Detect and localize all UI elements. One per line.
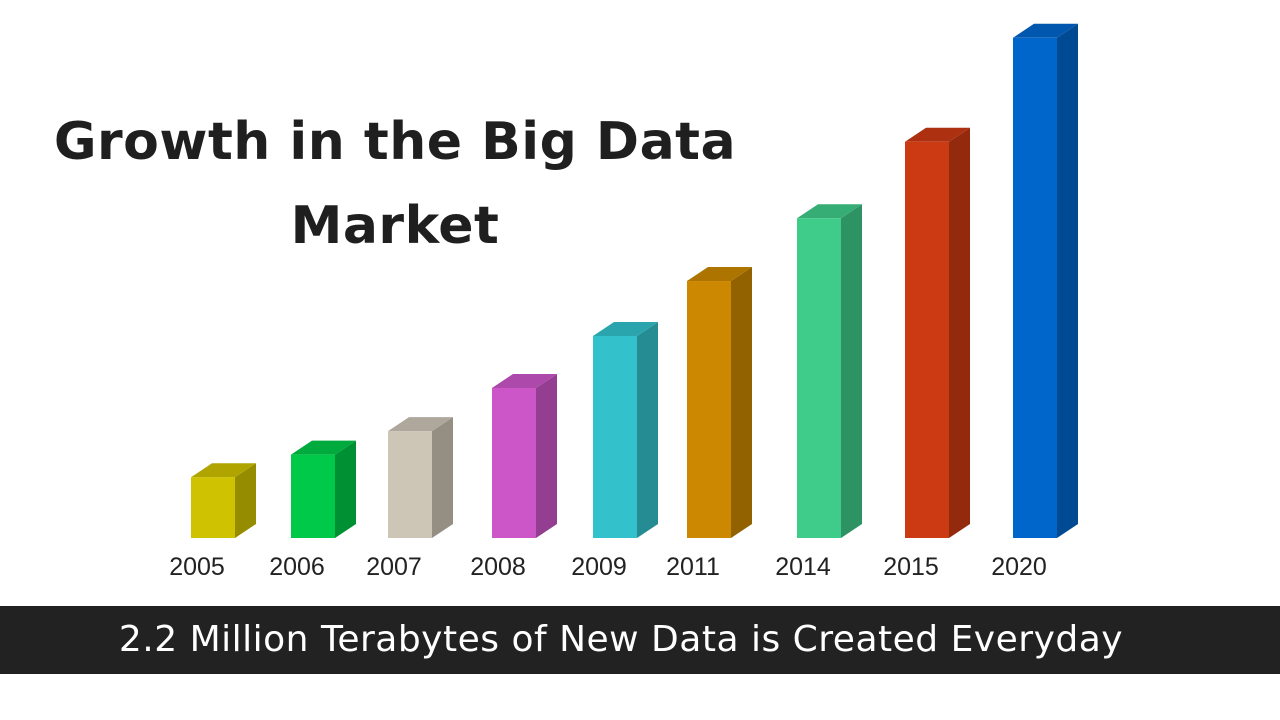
bar-side-2014 — [841, 204, 862, 538]
x-tick-label: 2009 — [571, 553, 627, 581]
bar-top-2009 — [593, 321, 658, 336]
bar-2007 — [388, 417, 453, 538]
bar-2009 — [593, 321, 658, 538]
bottom-banner: 2.2 Million Terabytes of New Data is Cre… — [0, 606, 1280, 674]
x-tick-label: 2008 — [470, 553, 526, 581]
bar-front-2011 — [687, 281, 731, 538]
chart-title-line-2: Market — [290, 196, 500, 256]
bar-2014 — [797, 204, 862, 538]
bar-side-2011 — [731, 267, 752, 538]
bar-front-2007 — [388, 431, 432, 538]
chart-title-line-1: Growth in the Big Data — [53, 112, 737, 172]
x-tick-label: 2020 — [991, 553, 1047, 581]
x-tick-label: 2006 — [269, 553, 325, 581]
x-tick-label: 2011 — [666, 553, 720, 581]
x-axis-tick-labels: 2005 2006 2007 2008 2009 2011 2014 2015 2020 — [169, 553, 1047, 581]
bar-front-2014 — [797, 218, 841, 538]
bar-2011 — [687, 267, 752, 538]
bar-front-2006 — [291, 454, 335, 538]
bar-front-2008 — [492, 387, 536, 538]
bar-2005 — [191, 463, 256, 538]
bar-side-2006 — [335, 440, 356, 538]
bar-side-2007 — [432, 417, 453, 538]
bar-top-2015 — [905, 127, 970, 142]
x-tick-label: 2005 — [169, 553, 225, 581]
bar-top-2011 — [687, 267, 752, 282]
banner-text: 2.2 Million Terabytes of New Data is Cre… — [118, 619, 1124, 660]
bar-front-2009 — [593, 335, 637, 538]
bar-front-2020 — [1013, 37, 1057, 539]
bar-top-2008 — [492, 373, 557, 388]
bar-2020 — [1013, 23, 1078, 539]
chart-title: Growth in the Big Data Market — [45, 100, 745, 268]
bar-front-2005 — [191, 477, 235, 538]
bar-side-2015 — [949, 127, 970, 539]
bar-2015 — [905, 127, 970, 539]
bar-chart: 2005 2006 2007 2008 2009 2011 2014 2015 2020 — [169, 23, 1078, 581]
bar-top-2006 — [291, 440, 356, 455]
bar-front-2015 — [905, 141, 949, 538]
bar-side-2009 — [637, 321, 658, 538]
bar-top-2005 — [191, 463, 256, 478]
x-tick-label: 2007 — [366, 553, 422, 581]
bar-top-2020 — [1013, 23, 1078, 38]
x-tick-label: 2014 — [775, 553, 831, 581]
bar-top-2007 — [388, 417, 453, 432]
bar-2008 — [492, 373, 557, 538]
bars-group — [191, 23, 1078, 539]
bar-side-2020 — [1057, 23, 1078, 539]
bar-side-2005 — [235, 463, 256, 538]
bar-side-2008 — [536, 373, 557, 538]
bar-top-2014 — [797, 204, 862, 219]
x-tick-label: 2015 — [883, 553, 939, 581]
bar-2006 — [291, 440, 356, 538]
